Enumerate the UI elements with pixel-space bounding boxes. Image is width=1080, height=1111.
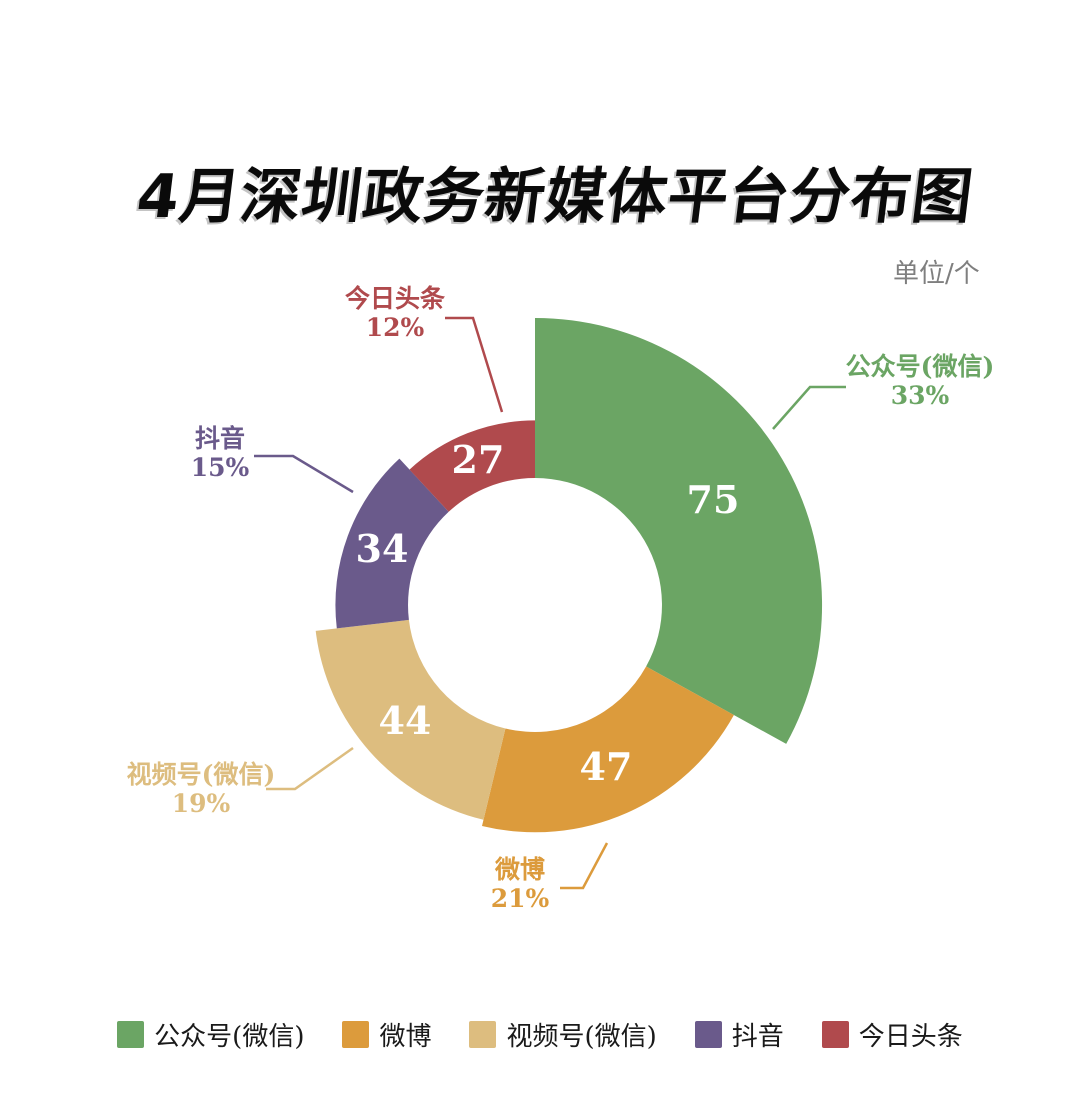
callout-label-1: 公众号(微信) 33% [835, 352, 1005, 410]
legend-swatch [342, 1021, 370, 1048]
unit-label: 单位/个 [893, 259, 980, 289]
callout-percent: 12% [365, 313, 425, 342]
callout-percent: 15% [190, 453, 250, 482]
pie-slice-4[interactable] [335, 458, 449, 629]
slice-value-label: 47 [579, 744, 633, 789]
legend-label: 视频号(微信) [506, 1022, 657, 1052]
legend-label: 抖音 [731, 1022, 784, 1052]
callout-name: 公众号(微信) [845, 352, 995, 381]
callout-name: 视频号(微信) [126, 760, 276, 789]
legend-item-1[interactable]: 公众号(微信) [117, 1016, 304, 1053]
leader-line [254, 454, 354, 494]
legend-item-3[interactable]: 视频号(微信) [469, 1016, 657, 1053]
legend-swatch [117, 1021, 145, 1048]
legend-label: 今日头条 [858, 1022, 963, 1052]
leader-line [266, 746, 354, 791]
leader-line [445, 316, 504, 413]
callout-percent: 33% [890, 381, 950, 410]
callout-label-5: 今日头条 12% [320, 284, 470, 342]
callout-name: 抖音 [194, 424, 245, 453]
pie-slice-5[interactable] [409, 420, 536, 512]
callout-name: 今日头条 [344, 284, 445, 313]
legend: 公众号(微信) 微博 视频号(微信) 抖音 今日头条 [0, 1016, 1080, 1053]
legend-item-4[interactable]: 抖音 [694, 1016, 784, 1053]
legend-swatch [469, 1021, 497, 1048]
callout-label-2: 微博 21% [450, 855, 590, 913]
legend-item-2[interactable]: 微博 [342, 1016, 431, 1053]
pie-slice-1[interactable] [535, 318, 823, 744]
callout-name: 微博 [494, 855, 545, 884]
callout-label-4: 抖音 15% [150, 424, 290, 482]
pie-slice-3[interactable] [315, 619, 506, 820]
slice-value-label: 75 [686, 477, 740, 522]
callout-label-3: 视频号(微信) 19% [115, 760, 287, 818]
legend-label: 微博 [379, 1022, 432, 1052]
leader-line [772, 385, 846, 430]
slice-value-label: 44 [378, 698, 432, 743]
callout-percent: 21% [490, 884, 550, 913]
pie-slice-2[interactable] [482, 666, 734, 833]
legend-label: 公众号(微信) [154, 1022, 305, 1052]
legend-swatch [821, 1021, 849, 1048]
slice-value-label: 27 [451, 437, 505, 482]
legend-item-5[interactable]: 今日头条 [821, 1016, 963, 1053]
callout-percent: 19% [171, 789, 231, 818]
slice-value-label: 34 [355, 526, 409, 571]
legend-swatch [694, 1021, 722, 1048]
leader-line [560, 842, 609, 890]
